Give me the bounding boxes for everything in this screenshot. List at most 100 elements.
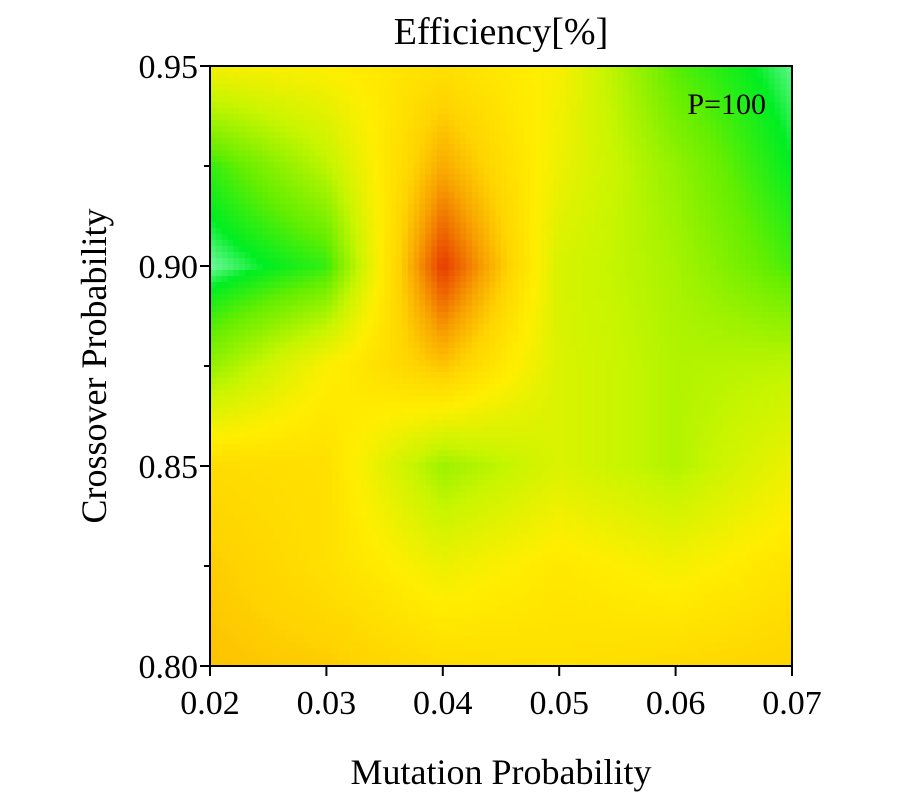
heatmap-cell [530,168,537,175]
heatmap-cell [582,84,589,91]
heatmap-cell [495,138,502,145]
heatmap-cell [268,270,275,277]
heatmap-cell [338,120,345,127]
heatmap-cell [326,360,333,367]
heatmap-cell [541,144,549,151]
heatmap-cell [768,252,776,259]
heatmap-cell [687,264,694,271]
heatmap-cell [250,258,258,265]
heatmap-cell [215,342,223,349]
heatmap-cell [256,210,263,217]
heatmap-cell [640,156,648,163]
heatmap-cell [576,114,584,121]
heatmap-cell [611,288,618,295]
heatmap-cell [565,276,572,283]
heatmap-cell [588,108,595,115]
heatmap-cell [646,360,653,367]
heatmap-cell [372,246,380,253]
heatmap-cell [215,318,223,325]
heatmap-cell [663,168,671,175]
heatmap-cell [565,300,572,307]
heatmap-cell [774,246,781,253]
heatmap-cell [681,78,688,85]
heatmap-cell [669,342,677,349]
heatmap-cell [535,186,543,193]
heatmap-cell [524,270,531,277]
heatmap-cell [326,330,333,337]
heatmap-cell [553,84,560,91]
heatmap-cell [675,204,683,211]
heatmap-cell [471,258,479,265]
heatmap-cell [669,294,677,301]
heatmap-cell [629,216,636,223]
heatmap-cell [588,240,595,247]
heatmap-cell [617,282,624,289]
heatmap-cell [640,96,648,103]
heatmap-cell [314,138,322,145]
heatmap-cell [582,198,589,205]
heatmap-cell [367,198,374,205]
heatmap-cell [314,210,322,217]
heatmap-cell [419,144,426,151]
heatmap-cell [704,132,712,139]
heatmap-cell [419,84,426,91]
heatmap-cell [727,228,735,235]
heatmap-cell [605,306,613,313]
heatmap-cell [693,252,700,259]
heatmap-cell [739,270,747,277]
heatmap-cell [745,288,752,295]
heatmap-cell [599,276,607,283]
heatmap-cell [250,186,258,193]
heatmap-cell [588,264,595,271]
heatmap-cell [629,126,636,133]
heatmap-cell [623,156,630,163]
heatmap-cell [436,168,444,175]
heatmap-cell [291,90,298,97]
heatmap-cell [221,306,229,313]
heatmap-cell [617,258,624,265]
heatmap-cell [582,108,589,115]
heatmap-cell [780,270,787,277]
heatmap-cell [541,222,549,229]
heatmap-cell [413,120,421,127]
heatmap-cell [367,258,374,265]
heatmap-cell [576,306,584,313]
heatmap-cell [396,198,403,205]
heatmap-cell [495,156,502,163]
heatmap-cell [722,342,729,349]
heatmap-cell [745,342,752,349]
heatmap-cell [681,348,688,355]
heatmap-cell [320,282,327,289]
heatmap-cell [215,168,223,175]
heatmap-cell [512,96,520,103]
heatmap-cell [745,258,752,265]
heatmap-cell [291,336,298,343]
heatmap-cell [588,294,595,301]
heatmap-cell [244,318,252,325]
heatmap-cell [733,282,741,289]
heatmap-cell [349,330,357,337]
heatmap-cell [466,210,473,217]
heatmap-cell [739,162,747,169]
heatmap-cell [524,162,531,169]
heatmap-cell [407,138,415,145]
heatmap-cell [239,216,246,223]
heatmap-cell [308,132,316,139]
heatmap-cell [343,348,351,355]
heatmap-cell [384,228,392,235]
heatmap-cell [693,318,700,325]
heatmap-cell [693,132,700,139]
heatmap-cell [687,228,694,235]
heatmap-cell [727,312,735,319]
heatmap-cell [349,228,357,235]
heatmap-cell [384,312,392,319]
heatmap-cell [233,276,240,283]
heatmap-cell [646,102,653,109]
heatmap-cell [326,96,333,103]
heatmap-cell [227,114,234,121]
heatmap-cell [576,276,584,283]
heatmap-cell [320,360,327,367]
heatmap-cell [239,246,246,253]
heatmap-cell [780,72,787,79]
heatmap-cell [215,300,223,307]
